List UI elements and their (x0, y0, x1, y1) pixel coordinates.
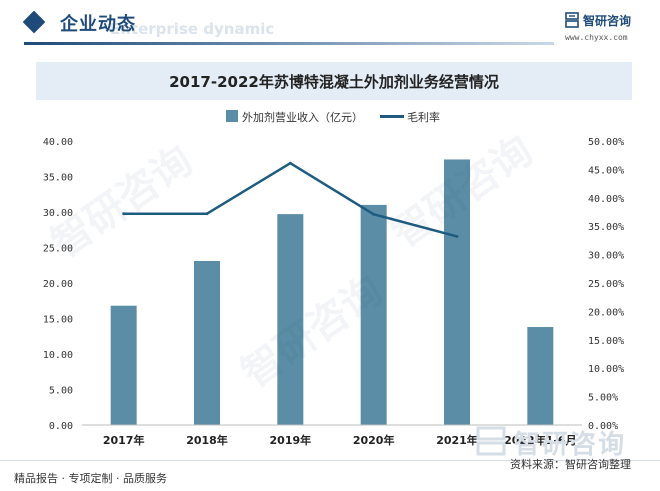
y-right-tick-label: 30.00% (588, 251, 624, 262)
legend-line-label: 毛利率 (407, 111, 440, 124)
chart-title-band: 2017-2022年苏博特混凝土外加剂业务经营情况 (36, 62, 632, 100)
y-left-tick-label: 25.00 (43, 244, 73, 255)
chart-title: 2017-2022年苏博特混凝土外加剂业务经营情况 (169, 73, 499, 91)
bar (277, 214, 304, 425)
bar (444, 159, 470, 425)
y-right-tick-label: 40.00% (588, 194, 624, 205)
x-tick-label: 2021年 (436, 433, 478, 447)
legend-line-swatch (380, 115, 404, 118)
footer-divider (0, 460, 660, 461)
line-point (455, 235, 459, 238)
y-left-tick-label: 5.00 (49, 386, 73, 397)
y-left-tick-label: 0.00 (49, 421, 73, 432)
y-right-tick-label: 50.00% (588, 137, 624, 148)
legend-bar-label: 外加剂营业收入（亿元） (242, 111, 363, 124)
brand-name: 智研咨询 (583, 14, 632, 28)
y-left-tick-label: 30.00 (43, 208, 73, 219)
line-point (205, 212, 209, 216)
line-point (288, 161, 292, 165)
x-tick-label: 2020年 (353, 433, 395, 447)
bar (527, 327, 554, 425)
y-right-tick-label: 20.00% (588, 307, 624, 318)
y-left-tick-label: 20.00 (43, 279, 73, 290)
data-source: 资料来源：智研咨询整理 (510, 458, 631, 471)
header-divider (24, 42, 554, 45)
y-left-tick-label: 15.00 (43, 315, 73, 326)
bar (194, 260, 220, 425)
footer-brand-logo: 智研咨询 (470, 424, 650, 460)
x-tick-label: 2019年 (270, 433, 312, 447)
bar (360, 204, 387, 425)
y-right-tick-label: 5.00% (588, 393, 618, 404)
header-watermark: Enterprise dynamic (110, 20, 275, 38)
y-right-tick-label: 10.00% (588, 364, 624, 375)
x-tick-label: 2022年1-6月 (504, 433, 577, 447)
y-right-tick-label: 35.00% (588, 222, 624, 233)
y-right-tick-label: 15.00% (588, 336, 624, 347)
footer-slogan: 精品报告 · 专项定制 · 品质服务 (14, 472, 167, 485)
brand-url: www.chyxx.com (565, 33, 628, 42)
footer-logo-text: 智研咨询 (514, 430, 627, 460)
section-header: Enterprise dynamic 企业动态 (0, 0, 660, 52)
bar (110, 305, 137, 425)
brand-logo: 智研咨询 www.chyxx.com (565, 12, 655, 48)
chart-legend: 外加剂营业收入（亿元） 毛利率 (0, 106, 660, 126)
brand-mark-icon (476, 426, 506, 456)
x-tick-label: 2017年 (103, 433, 145, 447)
y-left-tick-label: 35.00 (43, 173, 73, 184)
brand-mark-icon (565, 12, 579, 28)
section-title: 企业动态 (60, 14, 136, 35)
x-tick-label: 2018年 (186, 433, 228, 447)
y-right-tick-label: 0.00% (588, 421, 618, 432)
legend-bar-swatch (226, 110, 238, 122)
y-right-tick-label: 25.00% (588, 279, 624, 290)
y-left-tick-label: 10.00 (43, 350, 73, 361)
y-right-tick-label: 45.00% (588, 165, 624, 176)
y-left-tick-label: 40.00 (43, 137, 73, 148)
line-point (122, 212, 126, 216)
line-point (372, 212, 376, 216)
